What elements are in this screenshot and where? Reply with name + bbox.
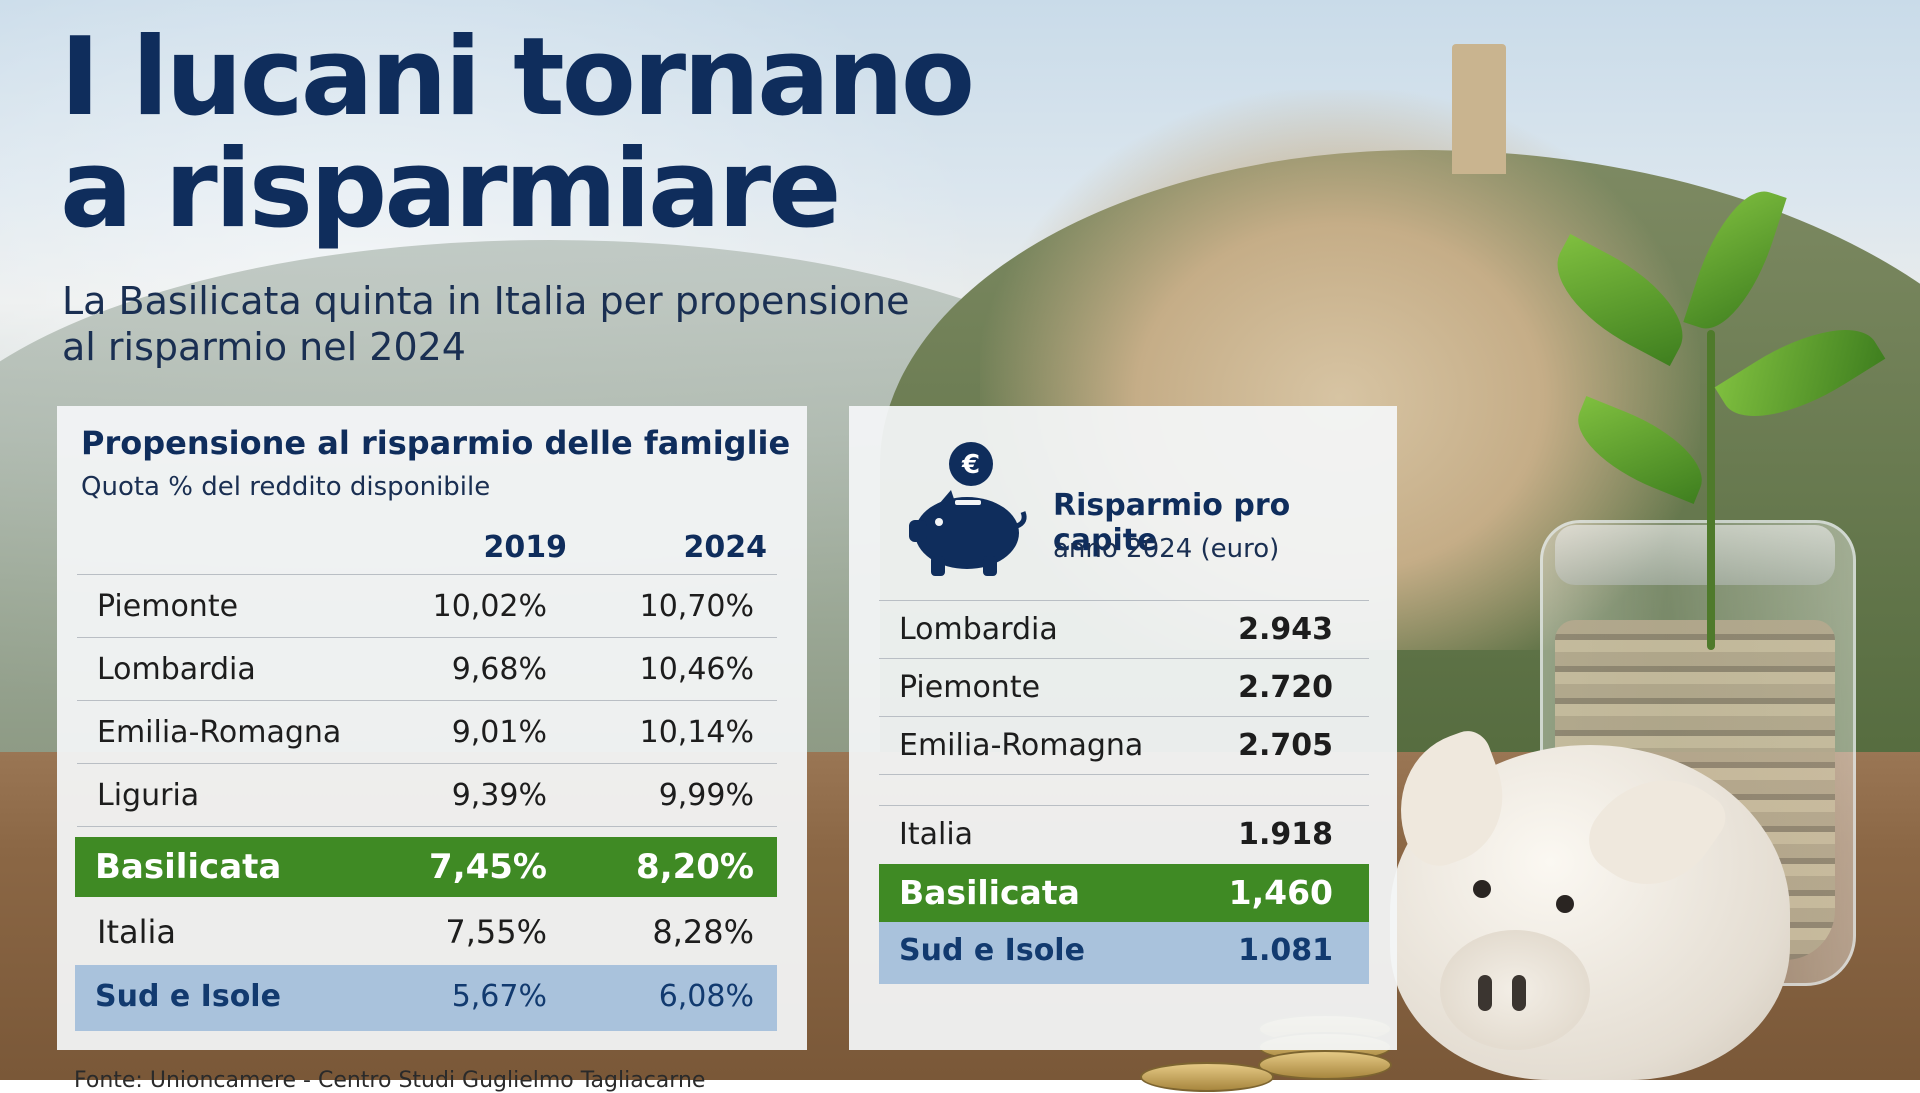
region-name: Emilia-Romagna <box>899 728 1144 763</box>
value-2019: 7,45% <box>429 847 547 887</box>
table-row: Piemonte 10,02% 10,70% <box>77 574 777 637</box>
value-2019: 10,02% <box>432 589 547 624</box>
per-capita-value: 2.705 <box>1238 728 1333 763</box>
value-2024: 8,20% <box>636 847 754 887</box>
region-name: Liguria <box>97 778 200 813</box>
region-name: Basilicata <box>899 873 1080 912</box>
table-row: Italia 7,55% 8,28% <box>77 897 777 965</box>
table-row: Lombardia 9,68% 10,46% <box>77 637 777 700</box>
panel-note: anno 2024 (euro) <box>1053 534 1280 564</box>
per-capita-value: 1,460 <box>1228 873 1333 912</box>
pig-nostril <box>1512 975 1526 1011</box>
column-header-2019: 2019 <box>483 530 568 565</box>
panel-note: Quota % del reddito disponibile <box>81 472 491 502</box>
table-row: Piemonte 2.720 <box>879 658 1369 716</box>
region-name: Lombardia <box>97 652 256 687</box>
source-note: Fonte: Unioncamere - Centro Studi Guglie… <box>74 1068 706 1093</box>
title-line-1: I lucani tornano <box>60 15 975 140</box>
value-2024: 8,28% <box>652 913 754 951</box>
table-row-highlight-basilicata: Basilicata 1,460 <box>879 864 1369 922</box>
table-row-highlight-basilicata: Basilicata 7,45% 8,20% <box>75 837 777 897</box>
savings-propensity-panel: Propensione al risparmio delle famiglie … <box>57 406 807 1050</box>
subtitle-line-1: La Basilicata quinta in Italia per prope… <box>62 279 910 323</box>
value-2024: 6,08% <box>658 979 754 1014</box>
propensity-table: Piemonte 10,02% 10,70% Lombardia 9,68% 1… <box>75 574 777 1031</box>
plant-stem <box>1707 330 1715 650</box>
table-row: Lombardia 2.943 <box>879 600 1369 658</box>
panel-title: Risparmio pro capite <box>1053 488 1291 558</box>
per-capita-value: 2.720 <box>1238 670 1333 705</box>
region-name: Italia <box>97 913 176 951</box>
region-name: Piemonte <box>899 670 1041 705</box>
value-2024: 9,99% <box>658 778 754 813</box>
column-header-2024: 2024 <box>683 530 768 565</box>
region-name: Emilia-Romagna <box>97 715 342 750</box>
per-capita-table: Lombardia 2.943 Piemonte 2.720 Emilia-Ro… <box>879 600 1369 984</box>
coin <box>1140 1062 1274 1092</box>
value-2019: 7,55% <box>445 913 547 951</box>
title-line-2: a risparmiare <box>60 127 841 252</box>
region-name: Sud e Isole <box>899 933 1085 968</box>
region-name: Piemonte <box>97 589 239 624</box>
value-2019: 9,68% <box>451 652 547 687</box>
region-name: Italia <box>899 817 974 852</box>
table-row: Emilia-Romagna 9,01% 10,14% <box>77 700 777 763</box>
per-capita-savings-panel: € Risparmio pro capite anno 2024 (euro) … <box>849 406 1397 1050</box>
pig-nostril <box>1478 975 1492 1011</box>
region-name: Sud e Isole <box>95 979 281 1014</box>
piggy-bank-euro-icon: € <box>909 442 1027 576</box>
table-row-highlight-south: Sud e Isole 5,67% 6,08% <box>75 965 777 1031</box>
panel-title: Propensione al risparmio delle famiglie <box>81 424 791 462</box>
page-title: I lucani tornano a risparmiare <box>60 22 975 246</box>
subtitle: La Basilicata quinta in Italia per prope… <box>62 278 1042 370</box>
value-2024: 10,46% <box>639 652 754 687</box>
region-name: Basilicata <box>95 847 282 887</box>
value-2019: 9,39% <box>451 778 547 813</box>
per-capita-value: 1.081 <box>1238 933 1333 968</box>
value-2019: 5,67% <box>451 979 547 1014</box>
coin <box>1258 1050 1392 1080</box>
table-divider <box>879 774 1369 805</box>
table-row: Liguria 9,39% 9,99% <box>77 763 777 827</box>
pig-eye <box>1556 895 1574 913</box>
value-2019: 9,01% <box>451 715 547 750</box>
table-row: Italia 1.918 <box>879 805 1369 864</box>
pig-eye <box>1473 880 1491 898</box>
table-row-highlight-south: Sud e Isole 1.081 <box>879 922 1369 984</box>
subtitle-line-2: al risparmio nel 2024 <box>62 325 466 369</box>
value-2024: 10,14% <box>639 715 754 750</box>
per-capita-value: 1.918 <box>1238 817 1333 852</box>
jar-rim <box>1555 525 1835 585</box>
region-name: Lombardia <box>899 612 1058 647</box>
per-capita-value: 2.943 <box>1238 612 1333 647</box>
table-row: Emilia-Romagna 2.705 <box>879 716 1369 774</box>
value-2024: 10,70% <box>639 589 754 624</box>
svg-text:€: € <box>961 450 980 480</box>
